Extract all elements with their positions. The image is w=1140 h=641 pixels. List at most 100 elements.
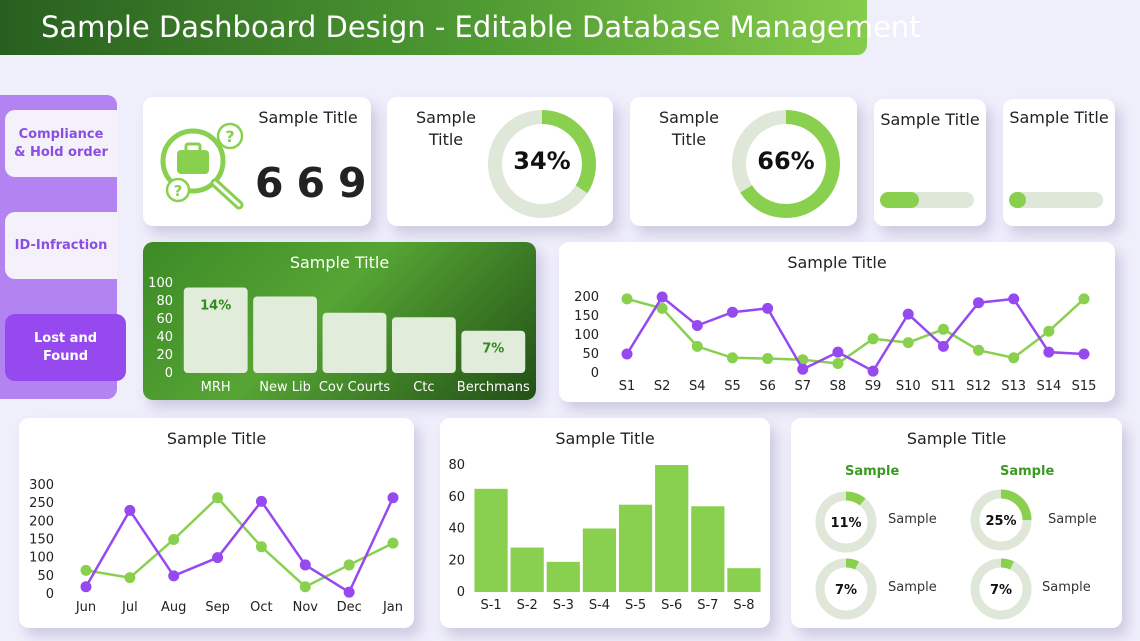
svg-text:?: ?: [174, 182, 183, 200]
kpi-progress-1-title: Sample Title: [880, 110, 980, 129]
data-point: [299, 559, 311, 571]
bar-chart-card-s: Sample Title 0 20 40 60 80 S-1 S-2 S-3 S-4 S-5 S-6…: [440, 418, 770, 628]
y-tick-label: 20: [156, 348, 173, 363]
data-point: [621, 293, 633, 305]
mini-donut-caption: Sample: [1048, 512, 1097, 527]
kpi-count-card: ? ? Sample Title 669: [143, 97, 371, 226]
y-tick-label: 80: [448, 458, 465, 473]
mini-donut-arc: [970, 558, 1032, 620]
data-point: [726, 352, 738, 364]
x-tick-label: S12: [966, 379, 991, 394]
bar-data-label: 7%: [482, 342, 504, 357]
mini-donut-caption: Sample: [888, 512, 937, 527]
data-point: [1078, 293, 1090, 305]
data-point: [255, 541, 267, 553]
x-tick-label: Cov Courts: [319, 380, 391, 395]
donut-2-arc: [732, 110, 840, 218]
mini-donut-card: Sample Title Sample Sample 11% 25% 7% 7% Sa…: [791, 418, 1122, 628]
x-tick-label: S11: [931, 379, 956, 394]
chart-title: Sample Title: [166, 429, 267, 448]
x-tick-label: New Lib: [259, 380, 311, 395]
kpi-donut-2-title: Sample Title: [659, 108, 719, 149]
y-tick-label: 300: [29, 478, 54, 493]
data-point: [80, 564, 92, 576]
data-point: [212, 552, 224, 564]
y-tick-label: 100: [148, 276, 173, 291]
donut-chart-2: [732, 110, 840, 218]
sidebar-item-compliance[interactable]: Compliance & Hold order: [5, 110, 117, 177]
y-tick-label: 150: [29, 533, 54, 548]
page-title: Sample Dashboard Design - Editable Datab…: [41, 10, 921, 44]
data-point: [867, 333, 879, 345]
data-point: [937, 340, 949, 352]
x-tick-label: S6: [759, 379, 776, 394]
mini-donut-label: 11%: [830, 516, 861, 531]
x-tick-label: S9: [865, 379, 882, 394]
x-tick-label: S7: [795, 379, 812, 394]
line-chart-card-s: Sample Title 0 50 100 150 200 S1 S2 S4 S5 S6 S7 S8 S…: [559, 242, 1115, 402]
x-tick-label: S2: [654, 379, 671, 394]
data-point: [299, 581, 311, 593]
x-tick-label: S-2: [517, 598, 538, 613]
sidebar-item-label: ID-Infraction: [14, 237, 108, 253]
y-tick-label: 100: [29, 551, 54, 566]
bar: [582, 528, 617, 592]
x-tick-label: Jan: [382, 600, 403, 615]
data-point: [902, 337, 914, 349]
mini-donut-header-1: Sample: [845, 464, 900, 479]
data-point: [691, 320, 703, 331]
kpi-progress-card-2: Sample Title: [1003, 99, 1115, 226]
x-tick-label: S-4: [589, 598, 610, 613]
line-chart-card-months: Sample Title 0 50 100 150 200 250 300 Jun Jul Aug…: [19, 418, 414, 628]
x-tick-label: Dec: [337, 600, 362, 615]
bar: [391, 317, 456, 373]
line-chart-s: 0 50 100 150 200 S1 S2 S4 S5 S6 S7 S8 S9 S10 S11 S12 S13…: [574, 290, 1097, 394]
data-point: [1078, 348, 1090, 360]
series-line: [84, 497, 395, 594]
kpi-donut-card-2: Sample Title 66%: [630, 97, 857, 226]
bar: [461, 330, 526, 373]
bar: [546, 561, 580, 592]
bar-data-label: 14%: [200, 299, 231, 314]
location-bar-chart-card: Sample Title 0 20 40 60 80 100 MRH 14% New Lib Co…: [143, 242, 536, 400]
mini-donut-arc: [815, 491, 877, 553]
bar: [655, 465, 689, 592]
header-banner: Sample Dashboard Design - Editable Datab…: [0, 0, 921, 55]
y-tick-label: 20: [448, 553, 465, 568]
y-tick-label: 150: [574, 309, 599, 324]
data-point: [124, 572, 136, 584]
y-tick-label: 50: [37, 569, 54, 584]
data-point: [255, 495, 267, 507]
mini-donut-label: 7%: [990, 583, 1012, 598]
sidebar-item-label: Lost and Found: [33, 330, 98, 364]
data-point: [902, 308, 914, 320]
kpi-progress-2-title: Sample Title: [1009, 108, 1109, 127]
series-line: [85, 495, 394, 589]
data-point: [973, 297, 985, 309]
bar: [727, 568, 761, 592]
data-point: [80, 581, 92, 593]
bar: [691, 506, 725, 592]
mini-donut-label: 25%: [985, 514, 1016, 529]
sidebar-item-id-infraction[interactable]: ID-Infraction: [5, 212, 117, 279]
mini-donut-grid: 11% 25% 7% 7%: [815, 489, 1032, 620]
mini-donut-header-2: Sample: [1000, 464, 1055, 479]
sidebar: Compliance & Hold order ID-Infraction Lo…: [0, 95, 126, 399]
data-point: [656, 291, 668, 303]
x-tick-label: Oct: [250, 600, 272, 615]
x-tick-label: S15: [1072, 379, 1097, 394]
data-point: [656, 302, 668, 314]
sidebar-item-label: Compliance & Hold order: [14, 126, 108, 160]
data-point: [726, 306, 738, 318]
y-tick-label: 200: [574, 290, 599, 305]
bar: [510, 547, 544, 592]
kpi-donut-card-1: Sample Title 34%: [387, 97, 613, 226]
y-tick-label: 0: [165, 366, 173, 381]
chart-title: Sample Title: [555, 429, 655, 448]
x-tick-label: S8: [830, 379, 847, 394]
data-point: [387, 537, 399, 549]
sidebar-item-lost-and-found[interactable]: Lost and Found: [5, 314, 126, 381]
progress-bar-2-fill: [1009, 192, 1026, 208]
mini-donut-caption: Sample: [1042, 580, 1091, 595]
mini-donut-label: 7%: [835, 583, 857, 598]
